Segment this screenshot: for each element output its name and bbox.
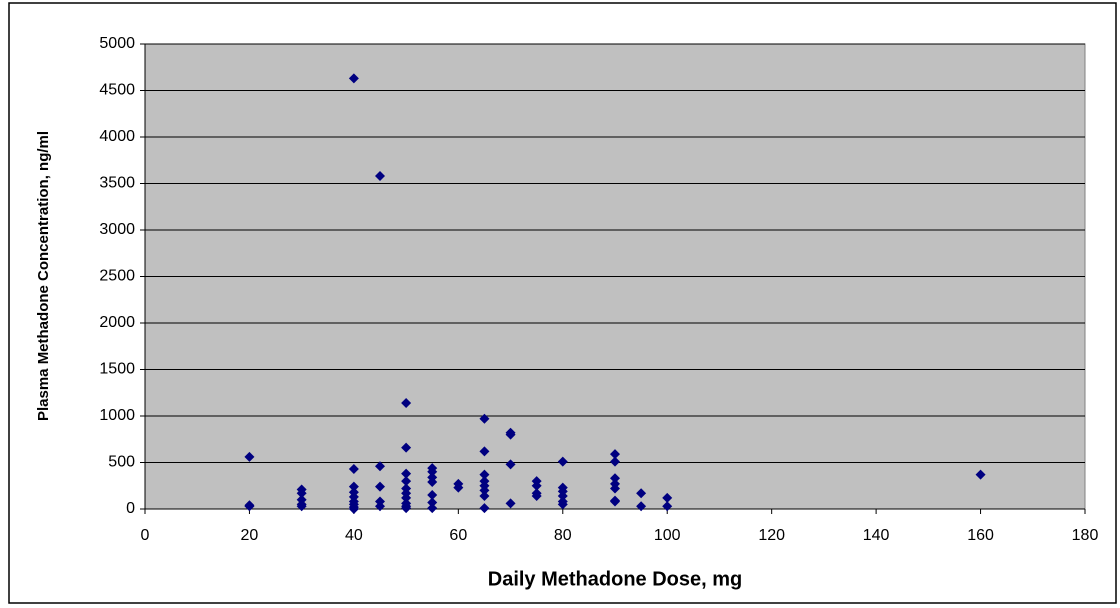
point <box>427 503 438 514</box>
point <box>348 464 359 475</box>
x-tick-label: 80 <box>554 527 572 544</box>
point <box>244 451 255 462</box>
y-tick-label: 0 <box>126 500 135 517</box>
point <box>427 497 438 508</box>
point <box>401 442 412 453</box>
point <box>348 504 359 514</box>
point <box>636 501 647 512</box>
point <box>348 73 359 84</box>
y-tick-label: 1500 <box>99 361 135 378</box>
x-tick-label: 40 <box>345 527 363 544</box>
y-tick-label: 2000 <box>99 314 135 331</box>
point <box>662 492 673 503</box>
point <box>610 496 620 507</box>
point <box>296 501 307 512</box>
x-tick-label: 180 <box>1072 527 1099 544</box>
point <box>479 503 490 514</box>
point <box>375 501 385 512</box>
point <box>479 485 490 496</box>
y-tick-label: 4000 <box>99 128 135 145</box>
point <box>662 501 673 512</box>
x-tick-label: 20 <box>241 527 259 544</box>
point <box>375 461 385 472</box>
point <box>401 468 412 479</box>
point <box>557 490 568 501</box>
x-tick-label: 140 <box>863 527 890 544</box>
point <box>479 469 490 480</box>
point <box>610 473 620 484</box>
x-axis-title: Daily Methadone Dose, mg <box>488 568 743 590</box>
x-tick-label: 60 <box>449 527 467 544</box>
point <box>401 476 412 487</box>
y-tick-label: 3500 <box>99 175 135 192</box>
x-tick-label: 100 <box>654 527 681 544</box>
point <box>427 466 438 477</box>
point <box>244 501 255 512</box>
y-tick-label: 2500 <box>99 268 135 285</box>
point <box>401 492 412 503</box>
x-tick-label: 160 <box>967 527 994 544</box>
point <box>505 459 516 470</box>
point <box>401 397 412 408</box>
point <box>479 490 490 501</box>
point <box>453 482 464 493</box>
point <box>348 481 359 492</box>
point <box>401 503 412 514</box>
point <box>505 498 516 509</box>
x-tick-label: 120 <box>758 527 785 544</box>
point <box>479 446 490 457</box>
y-tick-label: 500 <box>108 454 135 471</box>
point <box>610 456 620 467</box>
y-axis-title: Plasma Methadone Concentration, ng/ml <box>35 131 52 421</box>
point <box>557 456 568 467</box>
y-tick-label: 1000 <box>99 407 135 424</box>
point <box>636 488 647 499</box>
y-tick-label: 3000 <box>99 221 135 238</box>
point <box>427 477 438 488</box>
point <box>531 490 542 501</box>
point <box>375 481 385 492</box>
point <box>531 480 542 491</box>
point <box>296 488 307 499</box>
point <box>975 469 986 480</box>
point <box>610 483 620 494</box>
point <box>427 490 438 501</box>
y-tick-label: 5000 <box>99 35 135 52</box>
point <box>505 429 516 440</box>
point <box>479 413 490 424</box>
x-tick-label: 0 <box>141 527 150 544</box>
point <box>375 171 385 182</box>
point <box>610 449 620 460</box>
y-tick-label: 4500 <box>99 82 135 99</box>
point <box>557 499 568 510</box>
